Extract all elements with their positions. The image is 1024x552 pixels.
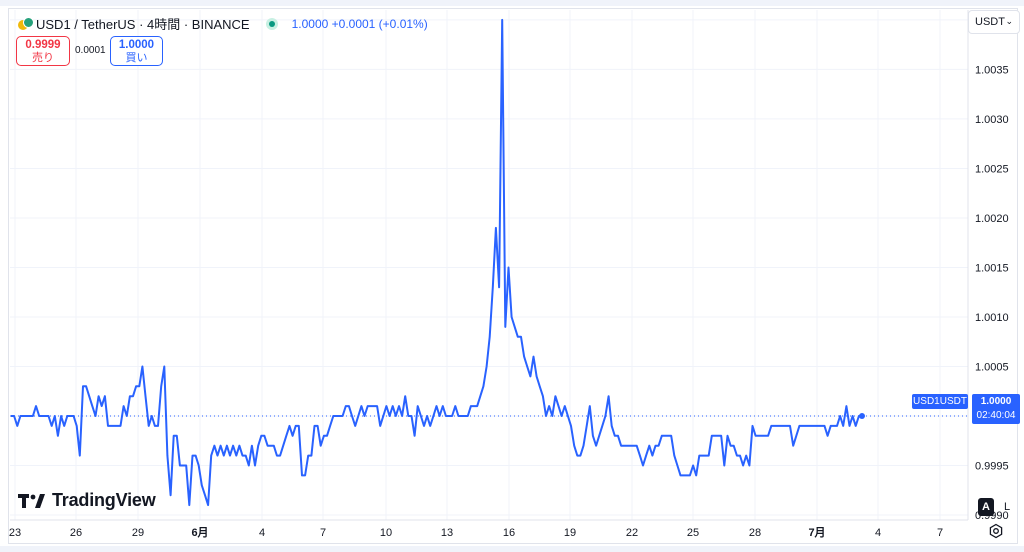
last-price-box: 1.0000 02:40:04 xyxy=(972,394,1020,424)
sell-button[interactable]: 0.9999 売り xyxy=(16,36,70,66)
x-tick-label: 7月 xyxy=(808,526,825,539)
y-tick-label: 1.0010 xyxy=(975,312,1009,324)
x-tick-label: 4 xyxy=(875,527,881,539)
settings-gear-icon[interactable] xyxy=(988,523,1004,539)
buy-button[interactable]: 1.0000 買い xyxy=(110,36,163,66)
x-tick-label: 29 xyxy=(132,527,144,539)
last-price-dot xyxy=(859,413,865,420)
spread-value: 0.0001 xyxy=(75,45,106,56)
x-tick-label: 7 xyxy=(937,527,943,539)
currency-value: USDT xyxy=(975,16,1005,28)
x-tick-label: 25 xyxy=(687,527,699,539)
price-tag-symbol: USD1USDT xyxy=(913,396,967,407)
y-tick-label: 1.0005 xyxy=(975,362,1009,374)
x-tick-label: 23 xyxy=(9,527,21,539)
price-tag-countdown: 02:40:04 xyxy=(976,410,1016,421)
symbol-legend[interactable]: USD1 / TetherUS · 4時間 · BINANCE 1.0000 +… xyxy=(18,14,428,33)
x-tick-label: 22 xyxy=(626,527,638,539)
auto-scale-button[interactable]: A xyxy=(978,498,994,516)
x-tick-label: 13 xyxy=(441,527,453,539)
y-tick-label: 1.0035 xyxy=(975,64,1009,76)
x-tick-label: 10 xyxy=(380,527,392,539)
y-tick-label: 1.0015 xyxy=(975,262,1009,274)
log-scale-button[interactable]: L xyxy=(1003,501,1011,513)
tradingview-watermark[interactable]: TradingView xyxy=(18,490,156,511)
grid xyxy=(10,10,969,521)
series-line xyxy=(11,18,862,507)
sell-price: 0.9999 xyxy=(25,39,61,51)
x-tick-label: 26 xyxy=(70,527,82,539)
buy-price: 1.0000 xyxy=(118,39,155,51)
x-tick-label: 19 xyxy=(564,527,576,539)
buy-label: 買い xyxy=(125,52,148,64)
chevron-down-icon: ⌄ xyxy=(1005,16,1013,26)
quote-values: 1.0000 +0.0001 (+0.01%) xyxy=(291,16,428,31)
tradingview-logo-icon xyxy=(18,493,45,508)
symbol-logo-icon xyxy=(18,16,34,31)
x-tick-label: 6月 xyxy=(191,526,208,539)
symbol-title[interactable]: USD1 / TetherUS · 4時間 · BINANCE xyxy=(36,17,250,32)
x-tick-label: 7 xyxy=(320,527,326,539)
x-tick-label: 16 xyxy=(503,527,515,539)
y-tick-label: 1.0030 xyxy=(975,114,1009,126)
x-tick-label: 4 xyxy=(259,527,265,539)
time-axis: 23 26 29 6月 4 7 10 13 16 19 22 25 28 7月 4 7 xyxy=(9,526,943,539)
chart-frame xyxy=(8,8,1018,544)
currency-select[interactable]: USDT ⌄ xyxy=(968,10,1020,34)
price-axis: 1.00401.00351.00301.00251.00201.00151.00… xyxy=(975,15,1009,522)
y-tick-label: 1.0025 xyxy=(975,163,1009,175)
x-tick-label: 28 xyxy=(749,527,761,539)
last-price-tag: USD1USDT xyxy=(912,394,968,409)
watermark-text: TradingView xyxy=(52,490,156,510)
y-tick-label: 0.9995 xyxy=(975,461,1009,473)
price-tag-price: 1.0000 xyxy=(980,396,1012,407)
bottom-border xyxy=(0,546,1024,552)
y-tick-label: 1.0020 xyxy=(975,213,1009,225)
sell-label: 売り xyxy=(32,52,54,64)
top-border xyxy=(0,0,1024,6)
market-open-icon xyxy=(265,17,278,30)
